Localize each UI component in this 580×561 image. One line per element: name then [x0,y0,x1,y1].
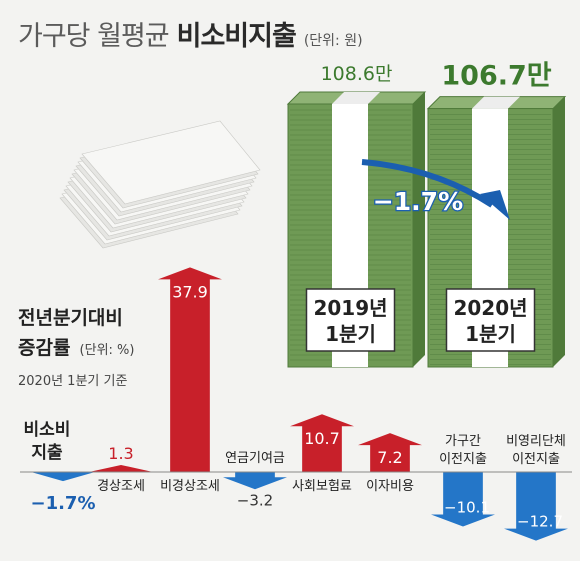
stack-value-label: 108.6만 [321,63,393,85]
arrow-bar-4 [290,414,354,472]
value-label: −10.1 [444,499,490,517]
year-label-line2: 1분기 [465,322,516,346]
money-stack-1 [286,91,427,368]
year-label-line1: 2019년 [313,296,387,320]
paper-sheet [81,120,261,205]
stack-band-top [472,96,520,109]
arrow-bar-6 [431,472,495,527]
total-marker [31,472,95,482]
arrow-bar-7 [504,472,568,541]
category-label: 이전지출 [439,452,487,467]
category-label: 경상조세 [97,479,145,494]
stack-band-top [332,92,380,104]
value-label: 10.7 [304,429,340,448]
title-unit: (단위: 원) [303,33,363,49]
paper-stack-illustration [59,120,261,249]
arrow-total [31,472,95,482]
panel-unit: (단위: %) [79,343,135,358]
panel-subheading: 증감률 (단위: %) [18,333,134,360]
arrow-bar-5 [358,433,422,472]
title-row: 가구당 월평균 비소비지출 (단위: 원) [18,14,363,53]
year-label-box [445,288,536,352]
stack-side-face [413,92,425,367]
value-label: 1.3 [108,444,133,463]
category-label: 가구간 [445,434,481,449]
change-arrow-head [480,190,510,220]
stack-value-label: 106.7만 [441,61,551,92]
panel-subheading-text: 증감률 [18,337,71,359]
category-label: 비영리단체 [506,434,566,449]
title-light: 가구당 월평균 [18,21,170,52]
value-label: 7.2 [377,448,402,467]
year-label-line1: 2020년 [453,296,527,320]
category-label: 사회보험료 [292,479,352,494]
arrow-bar-1 [89,464,153,472]
year-label-box [305,288,396,352]
category-label: 비경상조세 [160,479,220,494]
category-label: 비소비 [24,420,71,440]
change-label: −1.7% [373,187,463,216]
panel-heading: 전년분기대비 [18,307,123,329]
value-label: 37.9 [172,282,208,301]
change-arrow [361,159,494,208]
value-label: −12.7 [517,513,563,531]
value-label: −1.7% [30,493,95,514]
money-stack-2 [426,96,567,368]
title-bold: 비소비지출 [176,21,297,52]
category-label: 연금기여금 [225,451,285,466]
category-label: 이전지출 [512,452,560,467]
category-label: 이자비용 [366,479,414,494]
arrow-bar-3 [223,472,287,490]
panel-basis: 2020년 1분기 기준 [18,374,128,389]
value-label: −3.2 [237,491,273,509]
year-label-line2: 1분기 [325,322,376,346]
arrow-bar-2 [158,267,222,472]
stack-side-face [553,96,565,367]
category-label: 지출 [31,443,63,463]
